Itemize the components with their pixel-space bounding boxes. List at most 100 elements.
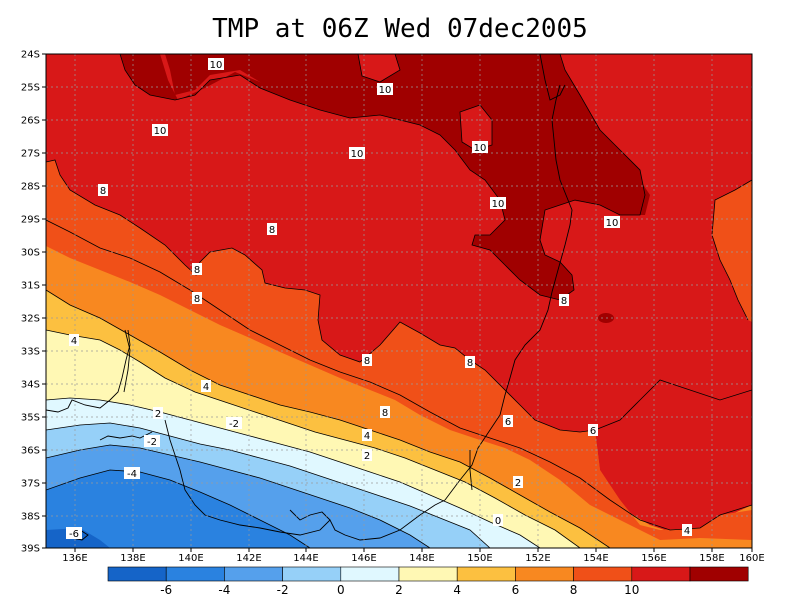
colorbar-swatch xyxy=(107,566,167,582)
contour-label-text: 10 xyxy=(210,60,223,71)
lat-tick-label: 33S xyxy=(21,347,40,358)
contour-label: 10 xyxy=(152,124,168,137)
contour-label: 10 xyxy=(604,216,620,229)
contour-label-text: 2 xyxy=(364,451,370,462)
colorbar-swatch xyxy=(282,566,342,582)
map-title: TMP at 06Z Wed 07dec2005 xyxy=(212,14,588,44)
band-6-to-8-east-gap xyxy=(712,180,752,322)
contour-label: 10 xyxy=(377,83,393,96)
contour-label: 0 xyxy=(493,514,503,527)
colorbar-label: 0 xyxy=(337,583,345,597)
lon-tick-label: 150E xyxy=(467,553,492,564)
contour-label-text: -2 xyxy=(147,437,157,448)
contour-label-text: 4 xyxy=(364,431,370,442)
lat-tick-label: 30S xyxy=(21,248,40,259)
lat-tick-label: 34S xyxy=(21,380,40,391)
contour-label: 8 xyxy=(559,294,569,307)
contour-label-text: 8 xyxy=(194,294,200,305)
colorbar-label: 2 xyxy=(395,583,403,597)
contour-label-text: 8 xyxy=(382,408,388,419)
contour-label: 4 xyxy=(201,380,211,393)
contour-label-text: 8 xyxy=(269,225,275,236)
contour-labels: 10 10 10 10 10 10 10 8 8 8 8 8 8 8 8 6 6 4 4 4 4 2 2 2 0 -2 -2 -4 -6 xyxy=(66,58,692,540)
lon-tick-label: 154E xyxy=(583,553,608,564)
lat-tick-label: 39S xyxy=(21,544,40,555)
colorbar-swatch xyxy=(224,566,283,582)
lon-tick-label: 158E xyxy=(699,553,724,564)
colorbar-label: -2 xyxy=(277,583,289,597)
lon-tick-label: 136E xyxy=(62,553,87,564)
contour-label-text: 10 xyxy=(492,199,505,210)
lat-tick-label: 26S xyxy=(21,116,40,127)
contour-label: 4 xyxy=(362,429,372,442)
longitude-axis: 136E 138E 140E 142E 144E 146E 148E 150E 152E 154E… xyxy=(62,548,765,564)
colorbar-label: 6 xyxy=(512,583,520,597)
filled-contours xyxy=(46,54,752,548)
contour-label-text: 10 xyxy=(154,126,167,137)
band-m8-to-m6 xyxy=(46,470,310,548)
colorbar: -6 -4 -2 0 2 4 6 8 10 xyxy=(107,566,749,597)
contour-label-text: 8 xyxy=(561,296,567,307)
contour-label: 4 xyxy=(69,334,79,347)
band-6-to-8-mid xyxy=(46,220,752,540)
colorbar-swatch xyxy=(515,566,574,582)
lon-tick-label: 146E xyxy=(351,553,376,564)
contour-label: 8 xyxy=(192,263,202,276)
grid-lines xyxy=(46,54,752,548)
latitude-axis: 24S 25S 26S 27S 28S 29S 30S 31S 32S 33S 34S 35S 36S 3… xyxy=(21,50,46,555)
contour-label-text: 10 xyxy=(606,218,619,229)
colorbar-label: 4 xyxy=(453,583,461,597)
contour-label: 2 xyxy=(362,449,372,462)
lon-tick-label: 152E xyxy=(525,553,550,564)
lat-tick-label: 35S xyxy=(21,413,40,424)
contour-label: -2 xyxy=(144,435,160,448)
contour-label-text: -6 xyxy=(69,529,79,540)
lat-tick-label: 25S xyxy=(21,83,40,94)
colorbar-swatch xyxy=(165,566,225,582)
colorbar-label: 10 xyxy=(624,583,639,597)
contour-label-text: -2 xyxy=(229,419,239,430)
contour-label-text: 2 xyxy=(515,478,521,489)
colorbar-swatch xyxy=(398,566,458,582)
contour-label-text: 4 xyxy=(203,382,209,393)
contour-label: 2 xyxy=(513,476,523,489)
band-8-to-10-island xyxy=(358,54,400,82)
contour-label-text: -4 xyxy=(127,469,137,480)
contour-label-text: 6 xyxy=(590,426,596,437)
contour-label-text: 8 xyxy=(467,358,473,369)
contour-label-text: 8 xyxy=(100,186,106,197)
lat-tick-label: 27S xyxy=(21,149,40,160)
contour-label-text: 8 xyxy=(364,356,370,367)
colorbar-swatch xyxy=(456,566,516,582)
contour-label-text: 10 xyxy=(379,85,392,96)
lon-tick-label: 160E xyxy=(739,553,764,564)
band-above-10-main xyxy=(120,54,645,300)
contour-label-text: 10 xyxy=(474,143,487,154)
lat-tick-label: 24S xyxy=(21,50,40,61)
contour-label-text: 6 xyxy=(505,417,511,428)
contour-label: 8 xyxy=(362,354,372,367)
contour-label: 8 xyxy=(465,356,475,369)
colorbar-swatch xyxy=(340,566,400,582)
contour-label: 8 xyxy=(380,406,390,419)
lat-tick-label: 36S xyxy=(21,446,40,457)
lat-tick-label: 32S xyxy=(21,314,40,325)
band-8-to-10-east xyxy=(545,240,752,430)
lon-tick-label: 156E xyxy=(641,553,666,564)
contour-label: 10 xyxy=(490,197,506,210)
contour-label-text: 10 xyxy=(351,149,364,160)
plot-frame xyxy=(45,53,753,549)
contour-label-text: 2 xyxy=(155,409,161,420)
contour-label-text: 0 xyxy=(495,516,501,527)
contour-label: 8 xyxy=(98,184,108,197)
colorbar-swatch xyxy=(689,566,749,582)
lon-tick-label: 140E xyxy=(178,553,203,564)
lat-tick-label: 37S xyxy=(21,479,40,490)
contour-label-text: 4 xyxy=(684,526,690,537)
contour-label: 10 xyxy=(349,147,365,160)
lat-tick-label: 31S xyxy=(21,281,40,292)
contour-label: 6 xyxy=(588,424,598,437)
contour-label: 10 xyxy=(472,141,488,154)
contour-label: -6 xyxy=(66,527,82,540)
